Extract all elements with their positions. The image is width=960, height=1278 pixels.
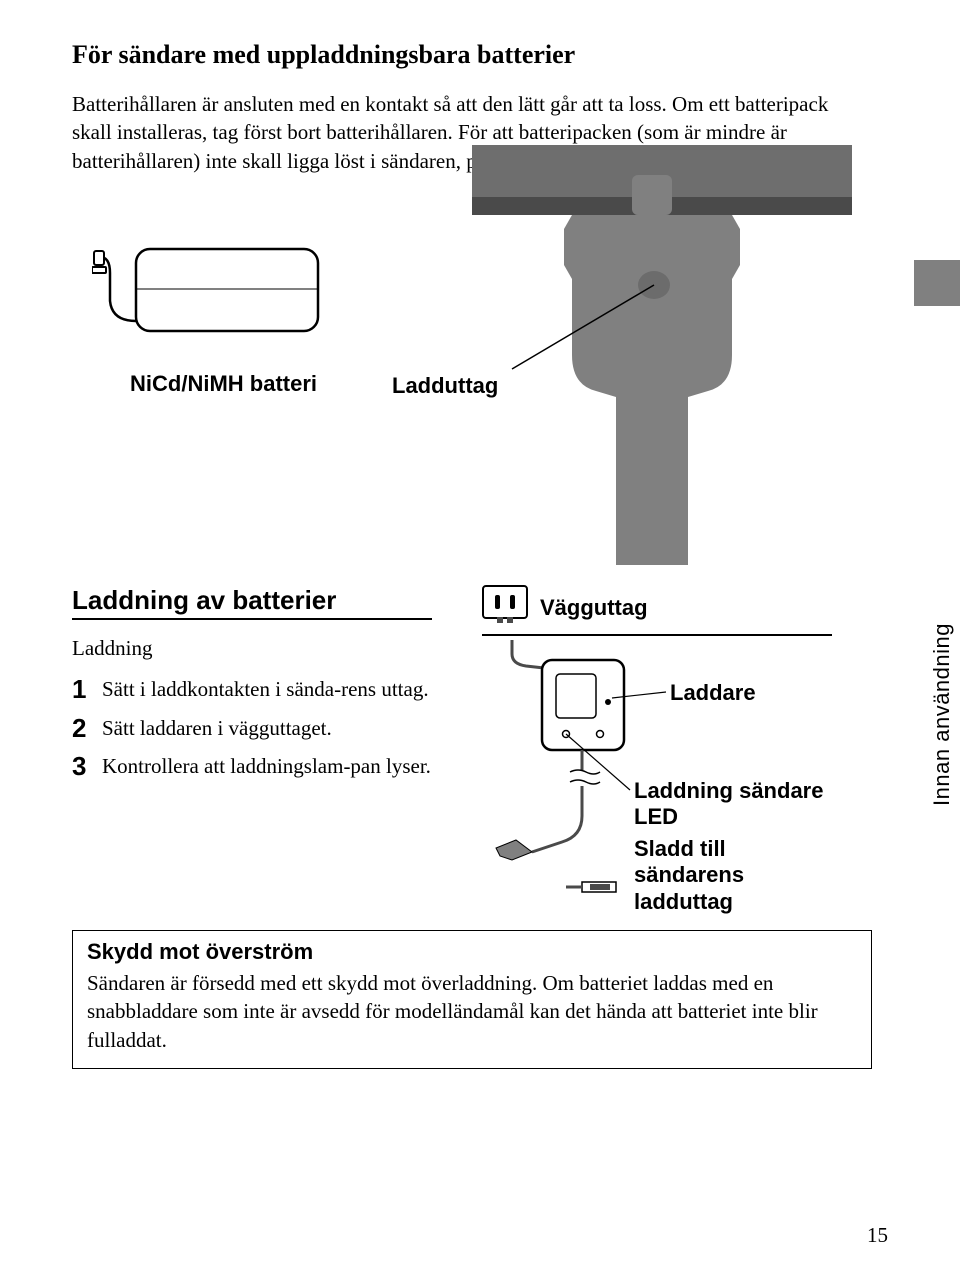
right-column: Vägguttag (482, 585, 832, 900)
step-text: Sätt i laddkontakten i sända-rens uttag. (102, 675, 432, 704)
step-num: 1 (72, 675, 94, 704)
led-label: Laddning sändare LED (634, 778, 832, 831)
outlet-row: Vägguttag (482, 585, 832, 636)
protection-box: Skydd mot överström Sändaren är försedd … (72, 930, 872, 1069)
step-3: 3 Kontrollera att laddningslam-pan lyser… (72, 752, 432, 781)
transmitter-handle-icon (472, 145, 852, 570)
laddning-sublabel: Laddning (72, 636, 432, 661)
battery-label: NiCd/NiMH batteri (130, 371, 322, 397)
left-column: Laddning av batterier Laddning 1 Sätt i … (72, 585, 432, 791)
protection-text: Sändaren är försedd med ett skydd mot öv… (87, 969, 857, 1054)
step-num: 3 (72, 752, 94, 781)
step-1: 1 Sätt i laddkontakten i sända-rens utta… (72, 675, 432, 704)
laddare-label: Laddare (670, 680, 756, 706)
diagram-area: NiCd/NiMH batteri Ladduttag (72, 205, 888, 575)
vertical-tab-label: Innan användning (929, 623, 955, 806)
step-num: 2 (72, 714, 94, 743)
mid-row: Laddning av batterier Laddning 1 Sätt i … (72, 585, 888, 900)
page-title: För sändare med uppladdningsbara batteri… (72, 40, 888, 70)
step-2: 2 Sätt laddaren i vägguttaget. (72, 714, 432, 743)
section-tab (914, 260, 960, 306)
step-text: Sätt laddaren i vägguttaget. (102, 714, 432, 743)
charger-diagram: Laddare Laddning sändare LED Sladd till … (482, 640, 832, 900)
battery-icon: NiCd/NiMH batteri (92, 245, 322, 397)
protection-title: Skydd mot överström (87, 939, 857, 965)
charging-heading: Laddning av batterier (72, 585, 432, 620)
step-text: Kontrollera att laddningslam-pan lyser. (102, 752, 432, 781)
page-number: 15 (867, 1223, 888, 1248)
wall-outlet-icon (482, 585, 528, 630)
cord-label: Sladd till sändarens ladduttag (634, 836, 832, 915)
vagguttag-label: Vägguttag (540, 595, 648, 621)
